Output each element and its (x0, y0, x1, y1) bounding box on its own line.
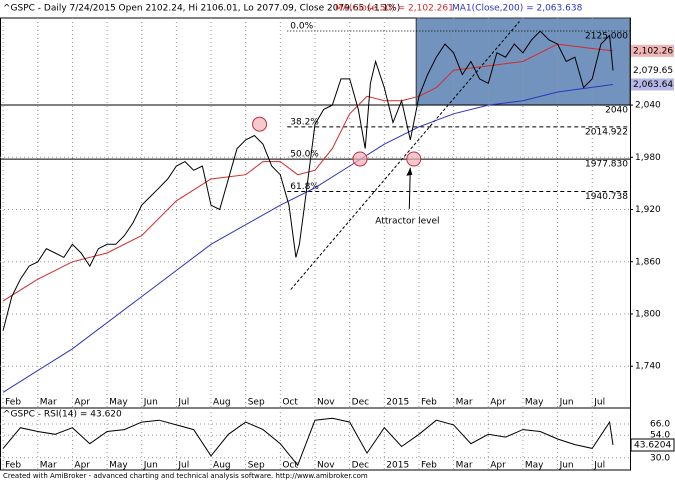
x-tick-label: Aug (213, 461, 231, 471)
support-label: 2040 (605, 106, 628, 116)
x-tick-label: Mar (456, 461, 473, 471)
x-tick-label: Jul (593, 398, 605, 408)
y-tick-label: 1,860 (635, 257, 661, 267)
annotation: Attractor level (375, 216, 439, 226)
x-tick-label: Apr (74, 398, 90, 408)
x-tick-label: 2015 (386, 398, 409, 408)
x-tick-label: Feb (421, 461, 437, 471)
last-value-box (631, 78, 674, 91)
x-tick-label: Oct (282, 398, 298, 408)
fib-label: 38.2% (290, 117, 319, 127)
x-tick-label: Aug (213, 398, 231, 408)
last-value-box (630, 438, 675, 452)
series-line (2, 43, 614, 302)
x-tick-label: May (525, 461, 544, 471)
fib-price-label: 1940.738 (585, 192, 628, 202)
x-tick-label: May (109, 461, 128, 471)
last-value-label: 2,102.26 (633, 46, 673, 56)
fib-price-label: 1977.830 (585, 160, 628, 170)
marker (352, 151, 368, 167)
x-tick-label: Jul (177, 398, 189, 408)
y-tick-label: 1,800 (635, 309, 661, 319)
rsi-line (2, 417, 614, 467)
x-tick-label: Mar (40, 461, 57, 471)
rsi-title: ^GSPC - RSI(14) = 43.620 (3, 410, 122, 420)
x-tick-label: Jul (177, 461, 189, 471)
fib-label: 61.8% (290, 182, 319, 192)
x-tick-label: Feb (5, 398, 21, 408)
x-tick-label: May (109, 398, 128, 408)
chart-title: ^GSPC - Daily 7/24/2015 Open 2102.24, Hi… (3, 4, 400, 14)
last-value-box (631, 44, 674, 57)
y-tick-label: 66.0 (650, 419, 670, 429)
trendline (290, 21, 520, 290)
x-tick-label: Apr (74, 461, 90, 471)
last-value-label: 2,079.65 (633, 66, 673, 76)
fib-price-label: 2014.922 (585, 127, 628, 137)
x-tick-label: May (525, 398, 544, 408)
y-tick-label: 1,740 (635, 362, 661, 372)
ma200-title: MA1(Close,200) = 2,063.638 (452, 4, 583, 14)
x-tick-label: Jun (143, 461, 158, 471)
marker (252, 116, 268, 132)
marker (406, 151, 422, 167)
x-tick-label: Apr (490, 461, 506, 471)
x-tick-label: Apr (490, 398, 506, 408)
arrow-head (406, 167, 413, 176)
x-tick-label: Mar (40, 398, 57, 408)
x-tick-label: Oct (282, 461, 298, 471)
x-tick-label: Jun (559, 461, 574, 471)
y-tick-label: 2,040 (635, 101, 661, 111)
x-tick-label: Mar (456, 398, 473, 408)
y-tick-label: 54.0 (650, 431, 670, 441)
x-tick-label: Feb (421, 398, 437, 408)
fib-label: 0.0% (290, 22, 313, 32)
y-tick-label: 30.0 (650, 453, 670, 463)
x-tick-label: Jun (143, 398, 158, 408)
x-tick-label: Dec (352, 461, 369, 471)
x-tick-label: Jul (593, 461, 605, 471)
last-value-label: 43.6204 (634, 440, 671, 450)
x-tick-label: Nov (317, 461, 335, 471)
x-tick-label: Sep (248, 398, 265, 408)
y-tick-label: 1,980 (635, 153, 661, 163)
ma50-title: MA(Close,50) = 2,102.261 (335, 4, 454, 14)
fib-price-label: 2125.000 (585, 32, 628, 42)
fib-label: 50.0% (290, 150, 319, 160)
x-tick-label: Nov (317, 398, 335, 408)
last-value-label: 2,063.64 (633, 80, 673, 90)
x-tick-label: Dec (352, 398, 369, 408)
y-tick-label: 1,920 (635, 205, 661, 215)
footer: Created with AmiBroker - advanced charti… (3, 472, 368, 480)
x-tick-label: 2015 (386, 461, 409, 471)
x-tick-label: Jun (559, 398, 574, 408)
x-tick-label: Sep (248, 461, 265, 471)
x-tick-label: Feb (5, 461, 21, 471)
series-line (2, 30, 614, 331)
series-line (2, 84, 614, 393)
